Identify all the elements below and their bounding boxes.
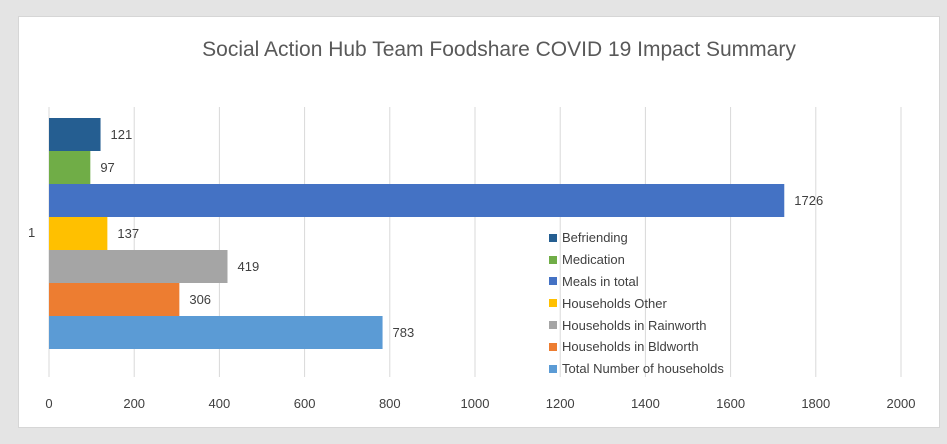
- legend-label: Meals in total: [562, 273, 639, 289]
- data-label: 137: [117, 226, 139, 241]
- x-tick-label: 1400: [631, 396, 660, 411]
- x-tick-label: 600: [294, 396, 316, 411]
- legend-swatch: [549, 299, 557, 308]
- bar-households-in-rainworth: [49, 250, 228, 283]
- legend-swatch: [549, 277, 557, 286]
- legend-item: Befriending: [549, 227, 724, 249]
- x-tick-label: 400: [209, 396, 231, 411]
- x-tick-label: 800: [379, 396, 401, 411]
- value-labels: 121 97 1726 137 419 306 783: [100, 127, 823, 340]
- x-tick-label: 0: [45, 396, 52, 411]
- legend: Befriending Medication Meals in total House…: [549, 227, 724, 380]
- bar-medication: [49, 151, 91, 184]
- chart-title: Social Action Hub Team Foodshare COVID 1…: [202, 38, 796, 61]
- legend-label: Total Number of households: [562, 361, 724, 377]
- x-tick-label: 2000: [887, 396, 916, 411]
- bar-befriending: [49, 118, 101, 151]
- bar-chart: 121 97 1726 137 419 306 783 0 200 400 600 800 1000 1…: [28, 107, 915, 411]
- x-tick-label: 1800: [801, 396, 830, 411]
- bars: [49, 118, 785, 349]
- x-tick-label: 1600: [716, 396, 745, 411]
- data-label: 306: [189, 292, 211, 307]
- legend-item: Meals in total: [549, 271, 724, 293]
- legend-swatch: [549, 342, 557, 351]
- x-tick-label: 1200: [546, 396, 575, 411]
- chart-card: Social Action Hub Team Foodshare COVID 1…: [18, 16, 940, 428]
- bar-meals-in-total: [49, 184, 785, 217]
- legend-item: Medication: [549, 249, 724, 271]
- data-label: 97: [100, 160, 114, 175]
- legend-label: Households in Bldworth: [562, 339, 699, 355]
- bar-households-in-bldworth: [49, 283, 180, 316]
- data-label: 1726: [794, 193, 823, 208]
- legend-label: Medication: [562, 252, 625, 268]
- x-tick-label: 200: [123, 396, 145, 411]
- legend-item: Households in Bldworth: [549, 336, 724, 358]
- legend-label: Befriending: [562, 230, 628, 246]
- legend-swatch: [549, 233, 557, 242]
- legend-item: Households Other: [549, 292, 724, 314]
- category-label: 1: [28, 225, 35, 240]
- data-label: 783: [393, 325, 415, 340]
- legend-item: Total Number of households: [549, 358, 724, 380]
- legend-swatch: [549, 364, 557, 373]
- legend-swatch: [549, 321, 557, 330]
- data-label: 121: [111, 127, 133, 142]
- bar-households-other: [49, 217, 108, 250]
- bar-total-number-of-households: [49, 316, 383, 349]
- legend-swatch: [549, 255, 557, 264]
- legend-item: Households in Rainworth: [549, 314, 724, 336]
- x-tick-labels: 0 200 400 600 800 1000 1200 1400 1600 1800 2000: [45, 396, 915, 411]
- x-tick-label: 1000: [461, 396, 490, 411]
- legend-label: Households Other: [562, 295, 667, 311]
- legend-label: Households in Rainworth: [562, 317, 707, 333]
- data-label: 419: [237, 259, 259, 274]
